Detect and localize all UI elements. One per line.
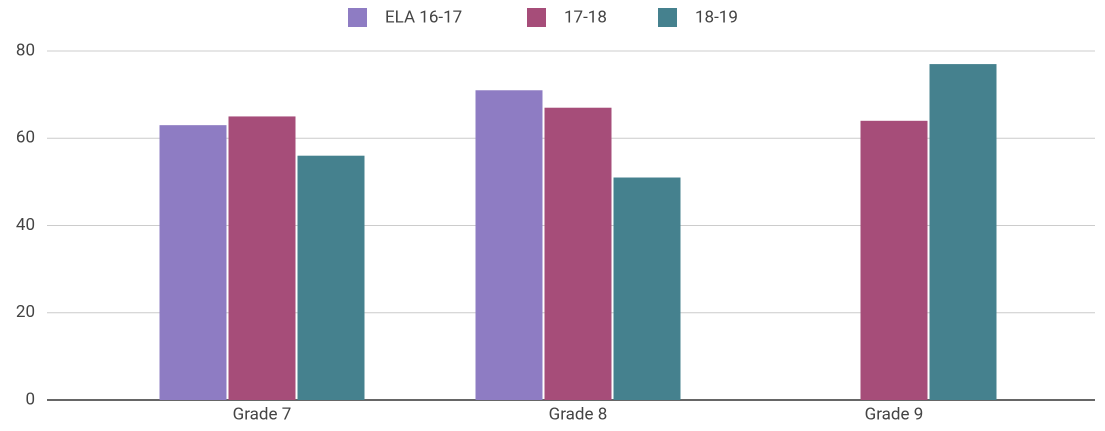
y-tick-label: 0	[25, 389, 35, 409]
legend-label: ELA 16-17	[385, 7, 462, 27]
y-tick-label: 60	[16, 128, 35, 148]
legend-label: 18-19	[695, 7, 738, 27]
bar	[544, 107, 612, 401]
bar	[228, 116, 296, 400]
bar	[613, 177, 681, 400]
x-tick-label: Grade 9	[865, 404, 924, 424]
bar	[297, 155, 365, 400]
legend-swatch	[658, 8, 677, 27]
bar	[929, 64, 997, 401]
y-tick-label: 40	[16, 215, 35, 235]
y-tick-label: 20	[16, 302, 35, 322]
x-tick-label: Grade 7	[233, 404, 292, 424]
legend-swatch	[348, 8, 367, 27]
bar	[475, 90, 543, 400]
bar	[159, 125, 227, 400]
y-tick-label: 80	[16, 40, 35, 60]
x-tick-label: Grade 8	[549, 404, 608, 424]
legend-label: 17-18	[564, 7, 607, 27]
bar	[860, 120, 928, 401]
legend-swatch	[527, 8, 546, 27]
